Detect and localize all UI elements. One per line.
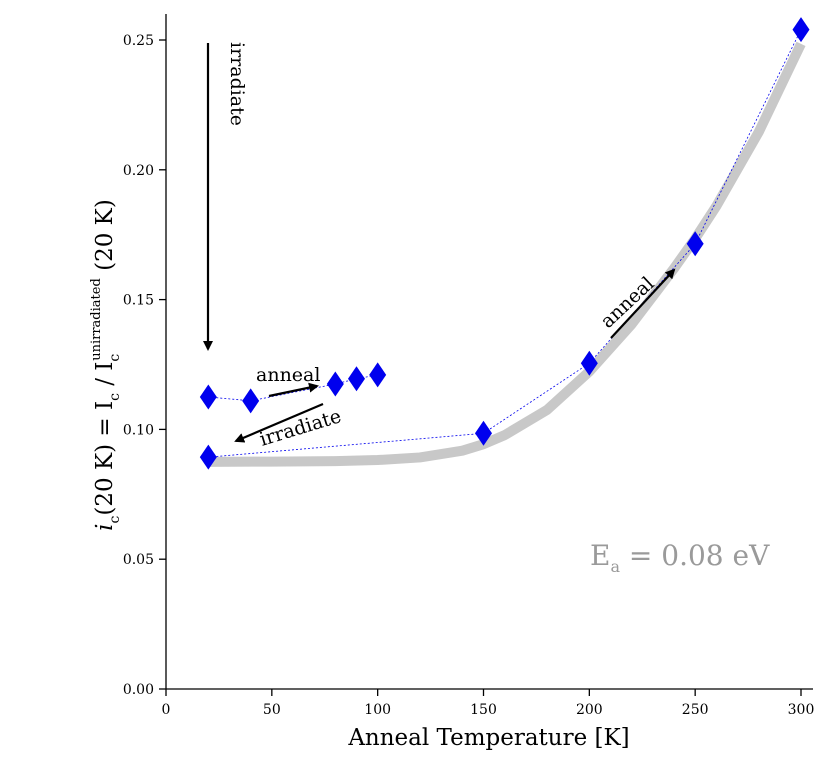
data-point	[475, 420, 492, 446]
annotation-irradiate-top: irradiate	[226, 42, 248, 126]
data-point	[326, 371, 344, 397]
y-tick-label: 0.00	[123, 682, 154, 698]
x-tick-label: 50	[263, 702, 281, 718]
data-point	[242, 388, 260, 414]
data-point	[348, 366, 365, 392]
data-point	[580, 350, 598, 376]
fit-curve-layer	[208, 41, 806, 467]
data-point	[792, 17, 810, 43]
x-tick-label: 0	[162, 702, 171, 718]
irradiate-arrow-mid	[234, 402, 324, 443]
series-line-2	[208, 29, 802, 458]
data-point	[199, 384, 217, 410]
y-axis-label: ic(20 K) = Ic / Icunirradiated (20 K)	[89, 199, 123, 531]
x-tick-label: 300	[788, 702, 815, 718]
x-tick-label: 100	[364, 702, 391, 718]
y-tick-label: 0.15	[123, 293, 154, 309]
data-point	[686, 231, 704, 257]
data-point	[369, 362, 387, 388]
anneal-arrow-right	[610, 268, 676, 339]
x-tick-label: 250	[682, 702, 709, 718]
energy-label: Ea = 0.08 eV	[590, 539, 770, 576]
x-ticks: 0 50 100 150 200 250 300	[162, 689, 815, 718]
anneal-arrow-left	[268, 382, 319, 398]
y-tick-label: 0.10	[123, 422, 154, 438]
x-tick-label: 200	[576, 702, 603, 718]
series-lines-layer	[208, 29, 802, 458]
y-tick-label: 0.05	[123, 552, 154, 568]
annotation-irradiate-mid: irradiate	[257, 405, 344, 451]
data-point	[199, 444, 217, 470]
data-markers	[199, 17, 810, 470]
x-axis-label: Anneal Temperature [K]	[347, 725, 629, 751]
fit-curve	[208, 41, 806, 467]
annotation-anneal-left: anneal	[256, 364, 320, 386]
y-ticks: 0.00 0.05 0.10 0.15 0.20 0.25	[123, 33, 166, 698]
y-tick-label: 0.20	[123, 163, 154, 179]
x-tick-label: 150	[470, 702, 497, 718]
y-tick-label: 0.25	[123, 33, 154, 49]
